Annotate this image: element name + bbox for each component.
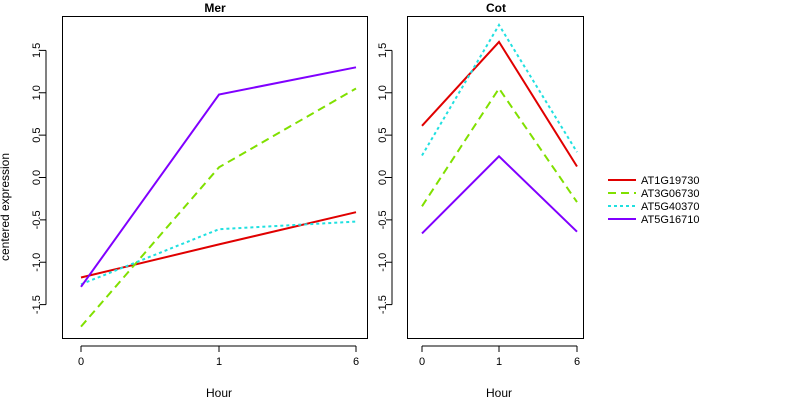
series-line-at1g19730 [421, 40, 578, 168]
y-tick-label: 1.0 [31, 85, 43, 100]
legend-label: AT5G16710 [641, 214, 700, 226]
y-axis-label: centered expression [0, 153, 12, 261]
y-tick-label: 0.0 [377, 170, 389, 185]
y-tick-label: 0.5 [31, 127, 43, 142]
x-tick-label: 6 [574, 356, 580, 368]
panel-mer: Mer Hour -1.5 -1.0 -0.5 0.0 0.5 1.0 1.5 0 1 6 [31, 1, 368, 400]
panel-cot: Cot Hour -1.5 -1.0 -0.5 0.0 0.5 1.0 1.5 0 1 6 [377, 1, 584, 400]
legend-label: AT5G40370 [641, 201, 700, 213]
y-tick-label: -1.5 [31, 295, 43, 314]
y-tick-label: 1.5 [377, 43, 389, 58]
panel-cot-title: Cot [486, 1, 506, 15]
panel-mer-x-label: Hour [206, 386, 232, 400]
series-line-at5g40370 [421, 23, 578, 157]
panel-mer-frame [62, 16, 368, 339]
y-tick-label: -0.5 [31, 210, 43, 229]
y-tick-label: -1.0 [31, 253, 43, 272]
y-tick-label: 0.5 [377, 127, 389, 142]
y-tick-label: 0.0 [31, 170, 43, 185]
panel-cot-x-label: Hour [486, 386, 512, 400]
legend-label: AT1G19730 [641, 175, 700, 187]
y-tick-label: 1.0 [377, 85, 389, 100]
y-tick-label: -1.5 [377, 295, 389, 314]
x-tick-label: 6 [353, 356, 359, 368]
series-line-at5g16710 [80, 66, 357, 288]
series-line-at3g06730 [421, 86, 578, 207]
y-tick-label: -0.5 [377, 210, 389, 229]
x-tick-label: 1 [216, 356, 222, 368]
series-line-at5g16710 [421, 154, 578, 235]
legend-label: AT3G06730 [641, 188, 700, 200]
panel-mer-title: Mer [204, 1, 226, 15]
y-tick-label: -1.0 [377, 253, 389, 272]
x-tick-label: 0 [78, 356, 84, 368]
x-tick-label: 0 [419, 356, 425, 368]
series-line-at5g40370 [80, 220, 357, 286]
series-line-at3g06730 [80, 87, 357, 328]
y-tick-label: 1.5 [31, 43, 43, 58]
x-tick-label: 1 [496, 356, 502, 368]
panel-cot-frame [407, 16, 584, 339]
